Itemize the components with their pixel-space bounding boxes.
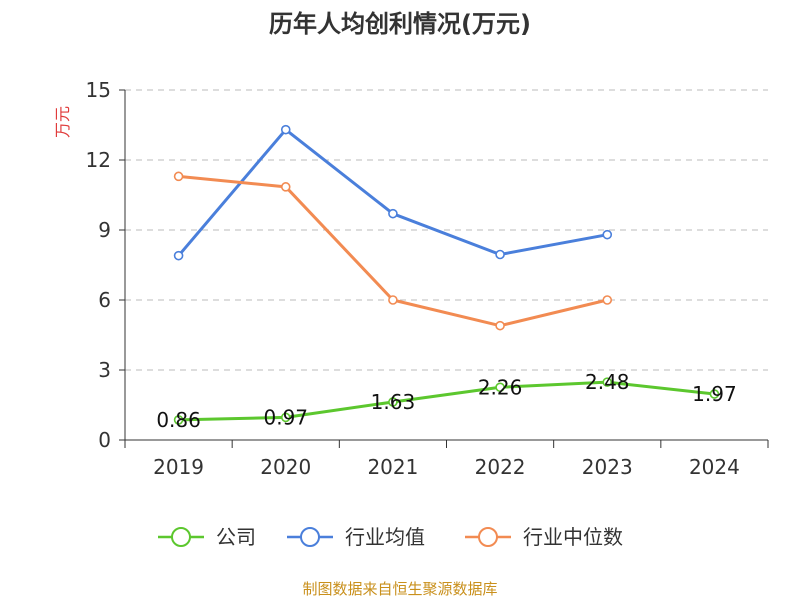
y-tick-label: 15 (86, 78, 111, 102)
legend-item[interactable]: 公司 (158, 525, 256, 549)
y-axis-label: 万元 (53, 106, 72, 138)
x-tick-label: 2022 (475, 455, 526, 479)
data-point (173, 250, 184, 261)
data-point (280, 182, 291, 192)
chart-title: 历年人均创利情况(万元) (269, 10, 531, 38)
data-point (388, 208, 398, 219)
legend[interactable]: 公司 行业均值 行业中位数 (158, 525, 623, 549)
data-point (709, 389, 720, 399)
grid-lines (125, 89, 768, 371)
x-tick-label: 2019 (153, 455, 204, 479)
legend-label: 行业均值 (345, 525, 425, 549)
series-line-1 (177, 128, 608, 257)
data-label: 0.86 (156, 408, 201, 432)
data-point (173, 171, 184, 182)
series-layer (173, 124, 720, 425)
x-tick-label: 2023 (582, 455, 633, 479)
data-label: 1.63 (371, 390, 416, 414)
data-labels: 0.86 0.97 1.63 2.26 2.48 1.97 (156, 370, 736, 432)
x-tick-label: 2021 (367, 455, 418, 479)
data-point (602, 295, 613, 305)
legend-item[interactable]: 行业均值 (287, 525, 425, 549)
y-tick-label: 0 (98, 428, 111, 452)
legend-marker (478, 527, 498, 547)
x-tick-label: 2020 (260, 455, 311, 479)
data-point (495, 320, 505, 331)
legend-label: 行业中位数 (523, 525, 623, 549)
y-tick-label: 9 (98, 218, 111, 242)
data-label: 2.26 (478, 375, 523, 399)
data-point (388, 295, 398, 305)
legend-marker (171, 527, 191, 547)
data-point (388, 397, 398, 407)
axes: 0 3 6 9 12 15 2019 2020 2021 2022 2023 2024 (86, 78, 769, 479)
legend-item[interactable]: 行业中位数 (465, 525, 623, 549)
data-point (495, 249, 505, 260)
series-line-0 (178, 380, 715, 422)
data-point (602, 377, 613, 387)
data-point (173, 415, 184, 425)
data-point (602, 229, 613, 240)
legend-label: 公司 (216, 525, 256, 549)
y-tick-label: 6 (98, 288, 111, 312)
y-tick-label: 3 (98, 358, 111, 382)
data-point (495, 382, 505, 393)
data-label: 0.97 (263, 405, 308, 429)
x-tick-label: 2024 (689, 455, 740, 479)
data-label: 2.48 (585, 370, 630, 394)
legend-marker (300, 527, 320, 547)
data-point (280, 412, 291, 423)
source-note: 制图数据来自恒生聚源数据库 (302, 580, 497, 598)
data-label: 1.97 (692, 382, 737, 406)
data-point (280, 124, 291, 135)
y-tick-label: 12 (86, 148, 111, 172)
